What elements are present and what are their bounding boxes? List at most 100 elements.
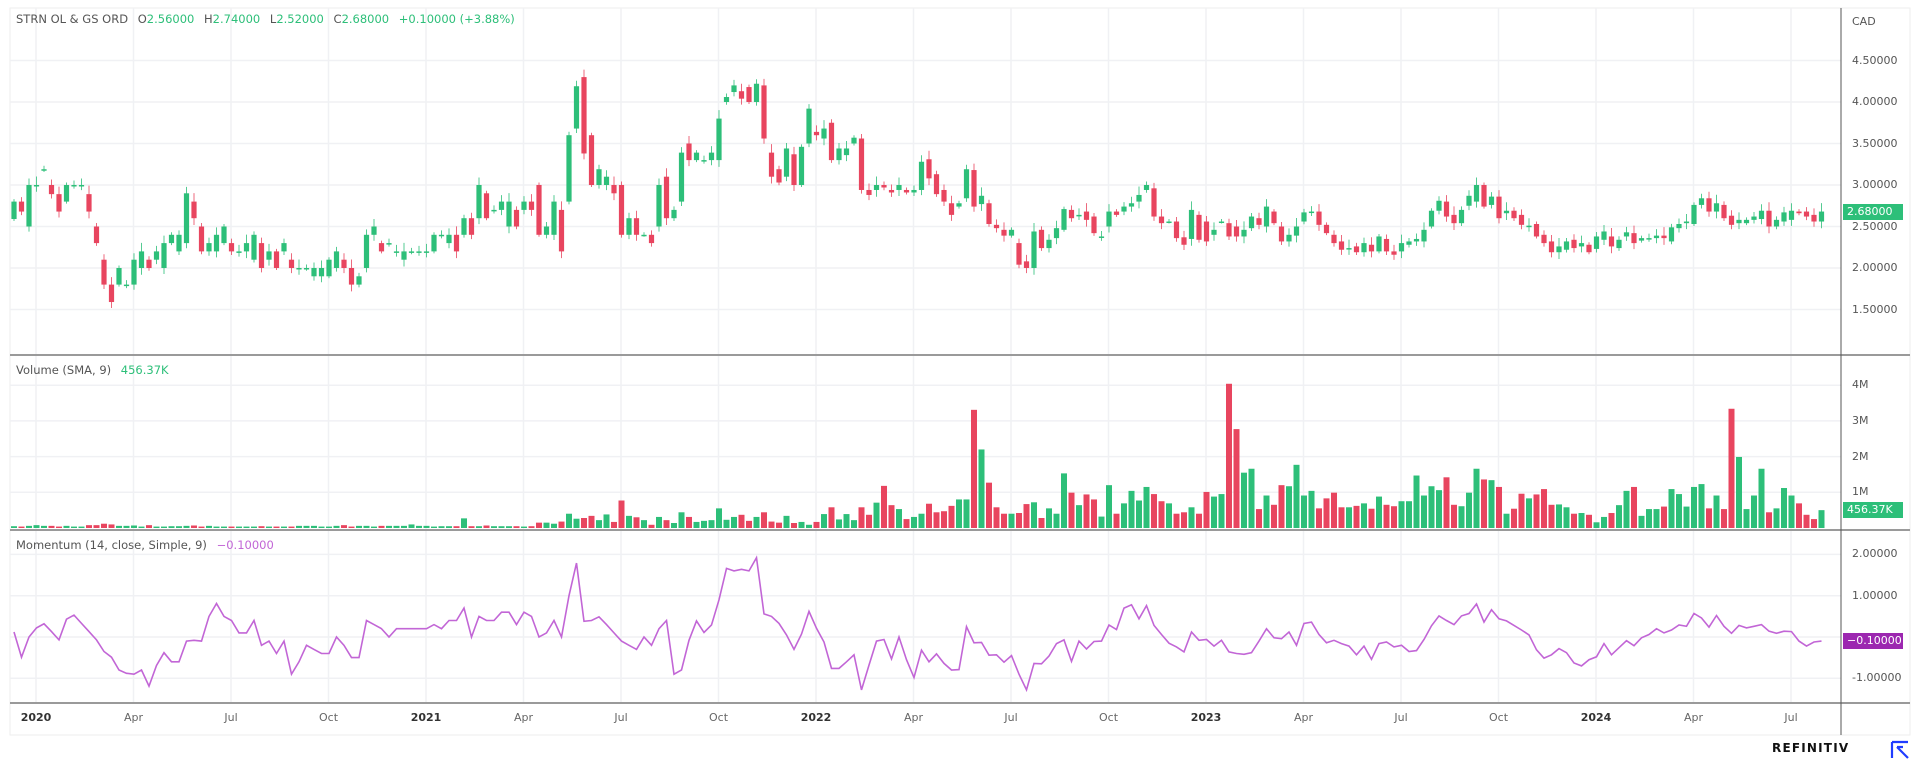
- volume-bar: [738, 514, 745, 528]
- candle-body: [1076, 214, 1082, 217]
- candle-body: [123, 284, 130, 287]
- volume-bar: [243, 526, 250, 528]
- volume-bar: [941, 511, 947, 528]
- time-axis-label: Jul: [224, 711, 238, 724]
- volume-bar: [746, 520, 752, 528]
- axis-tick-label: 4.50000: [1852, 53, 1898, 67]
- candle-body: [753, 83, 760, 102]
- volume-bar: [836, 519, 842, 528]
- volume-bar: [491, 526, 497, 528]
- candle-body: [1233, 226, 1240, 237]
- candle-body: [213, 234, 220, 252]
- candle-body: [1451, 214, 1457, 224]
- volume-bar: [1518, 493, 1525, 528]
- candle-body: [1773, 219, 1780, 227]
- volume-bar: [1743, 509, 1750, 528]
- axis-tick-label: 3.50000: [1852, 136, 1898, 150]
- volume-bar: [903, 519, 910, 528]
- volume-bar: [956, 499, 962, 528]
- candle-body: [131, 259, 137, 285]
- axis-tick-label: 2.00000: [1852, 261, 1898, 274]
- candle-body: [1203, 221, 1210, 242]
- candle-body: [326, 259, 332, 277]
- volume-bar: [1248, 468, 1255, 528]
- candle-body: [1818, 211, 1825, 222]
- volume-bar: [18, 526, 25, 528]
- candle-body: [933, 174, 940, 195]
- candle-body: [1766, 210, 1772, 227]
- volume-bar: [1136, 500, 1142, 528]
- candle-body: [1308, 211, 1315, 214]
- candle-body: [1271, 211, 1277, 224]
- candle-body: [341, 259, 347, 268]
- candle-body: [633, 218, 640, 235]
- candle-body: [581, 77, 587, 154]
- volume-bar: [1803, 514, 1810, 528]
- candle-body: [1511, 210, 1517, 219]
- candle-body: [1563, 241, 1570, 250]
- volume-bar: [386, 525, 392, 528]
- time-axis-label: Jul: [1784, 711, 1798, 724]
- volume-bar: [1278, 485, 1285, 528]
- candle-body: [963, 169, 970, 199]
- candle-body: [903, 189, 910, 193]
- volume-bar: [663, 520, 670, 528]
- volume-bar: [671, 523, 677, 528]
- time-axis-label: 2021: [410, 711, 442, 724]
- volume-bar: [416, 525, 422, 528]
- time-axis-label: Oct: [708, 711, 729, 724]
- momentum-line: [13, 555, 1822, 693]
- volume-bar: [581, 518, 587, 528]
- volume-bar: [131, 525, 137, 528]
- candle-body: [1241, 229, 1247, 237]
- volume-bar: [1571, 513, 1577, 528]
- volume-bar: [588, 515, 595, 528]
- volume-bar: [41, 525, 47, 528]
- candle-body: [926, 159, 932, 179]
- candle-body: [1781, 212, 1787, 222]
- volume-bar: [1556, 504, 1562, 528]
- volume-bar: [1068, 492, 1075, 528]
- volume-bar: [101, 523, 107, 528]
- volume-bar: [1233, 429, 1240, 528]
- candle-body: [146, 259, 152, 268]
- volume-bar: [626, 515, 632, 528]
- candle-body: [378, 243, 385, 252]
- volume-bar: [948, 505, 955, 528]
- candle-body: [183, 193, 190, 244]
- candle-body: [288, 259, 295, 268]
- candle-body: [836, 148, 842, 161]
- volume-bar: [1316, 508, 1322, 528]
- close-value: 2.68000: [341, 12, 390, 26]
- candle-body: [1188, 209, 1195, 239]
- volume-bar: [1128, 490, 1135, 528]
- volume-bar: [813, 521, 820, 528]
- volume-bar: [1796, 503, 1802, 528]
- candle-body: [348, 268, 355, 285]
- candle-body: [1353, 246, 1360, 253]
- volume-bar: [1653, 509, 1660, 528]
- volume-bar: [78, 526, 85, 528]
- candle-body: [1376, 236, 1382, 252]
- time-axis-label: Oct: [1488, 711, 1509, 724]
- candle-body: [1046, 239, 1052, 249]
- volume-bar: [1766, 512, 1772, 528]
- candle-body: [416, 251, 422, 253]
- candle-body: [1113, 211, 1120, 215]
- volume-bar: [1631, 486, 1637, 528]
- volume-bar: [723, 519, 730, 528]
- open-value: 2.56000: [146, 12, 195, 26]
- volume-bar: [468, 526, 475, 528]
- candle-body: [1263, 206, 1270, 227]
- candle-body: [41, 169, 47, 171]
- momentum-legend: Momentum (14, close, Simple, 9) −0.10000: [16, 538, 274, 552]
- volume-bar: [498, 526, 505, 528]
- volume-bar: [1121, 503, 1127, 528]
- volume-bar: [768, 521, 775, 528]
- candle-body: [401, 251, 407, 260]
- candle-body: [596, 169, 602, 185]
- volume-bar: [1113, 513, 1120, 528]
- candle-body: [641, 234, 647, 237]
- volume-bar: [1533, 494, 1540, 528]
